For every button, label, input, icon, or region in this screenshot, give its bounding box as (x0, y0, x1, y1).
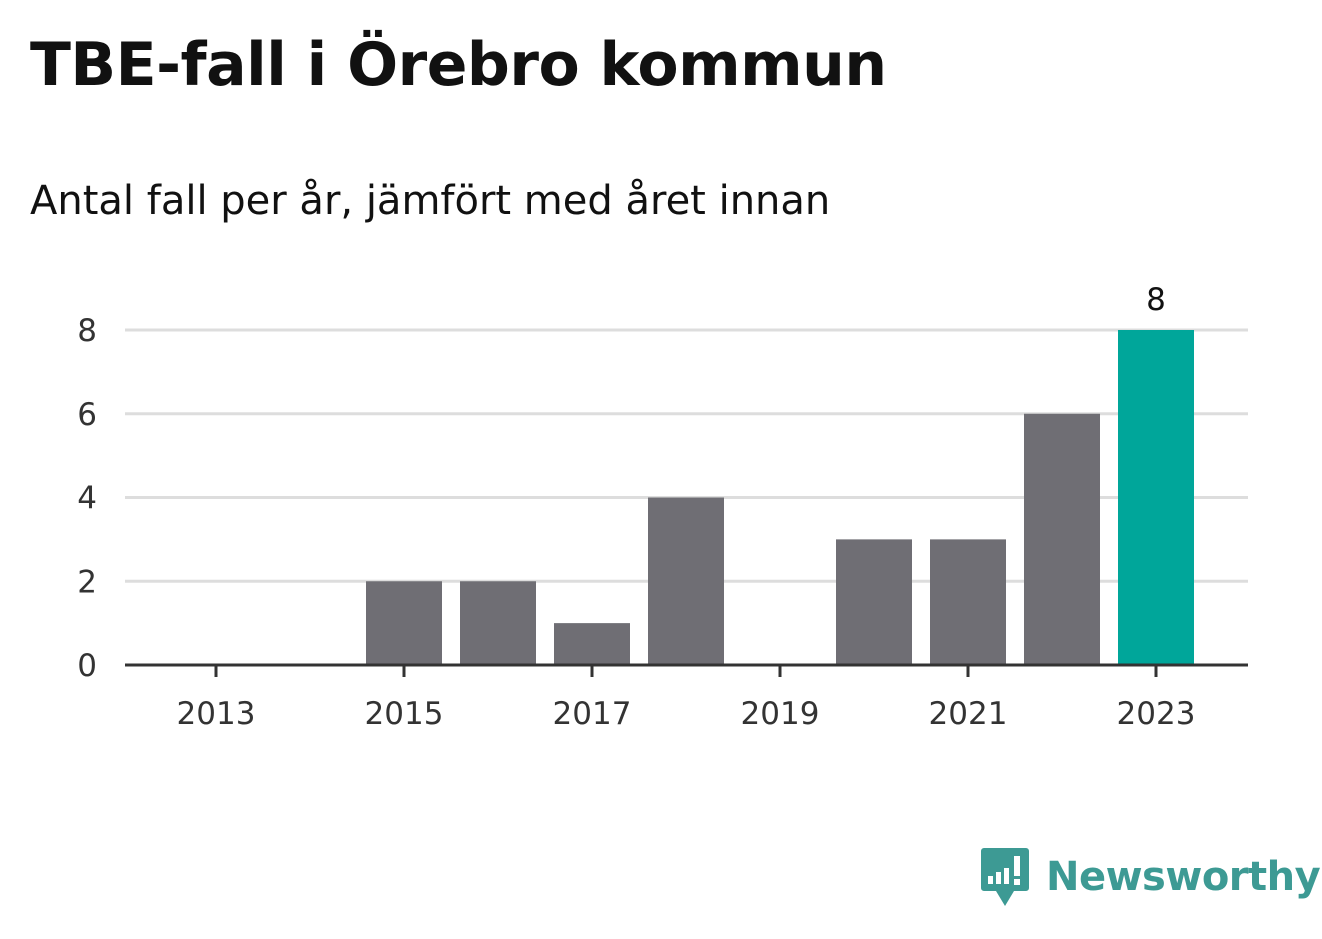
x-tick-label: 2023 (1117, 696, 1196, 732)
y-tick-label: 0 (77, 648, 97, 684)
data-label-2023: 8 (1146, 282, 1166, 318)
bars (366, 330, 1194, 665)
x-tick-label: 2021 (929, 696, 1008, 732)
bar-2018 (648, 497, 724, 665)
x-tick-label: 2017 (553, 696, 632, 732)
bar-2015 (366, 581, 442, 665)
y-tick-label: 6 (77, 397, 97, 433)
x-tick-label: 2019 (741, 696, 820, 732)
bar-2020 (836, 539, 912, 665)
bar-2022 (1024, 413, 1100, 665)
y-tick-label: 8 (77, 313, 97, 349)
axes (125, 663, 1248, 677)
newsworthy-logo: Newsworthy (980, 846, 1321, 908)
y-tick-label: 2 (77, 564, 97, 600)
bar-2017 (554, 623, 630, 665)
labels: 0 2 4 6 8 2013 2015 2017 2019 2021 2023 8 (77, 282, 1195, 732)
x-tick-label: 2013 (177, 696, 256, 732)
bar-2023 (1118, 330, 1194, 665)
bar-2016 (460, 581, 536, 665)
bar-2021 (930, 539, 1006, 665)
y-tick-label: 4 (77, 481, 97, 517)
x-tick-label: 2015 (365, 696, 444, 732)
brand-name: Newsworthy (1046, 854, 1321, 900)
chart-subtitle: Antal fall per år, jämfört med året inna… (30, 178, 831, 224)
chart-title: TBE-fall i Örebro kommun (30, 30, 887, 100)
newsworthy-chart-badge-icon (981, 848, 1029, 906)
